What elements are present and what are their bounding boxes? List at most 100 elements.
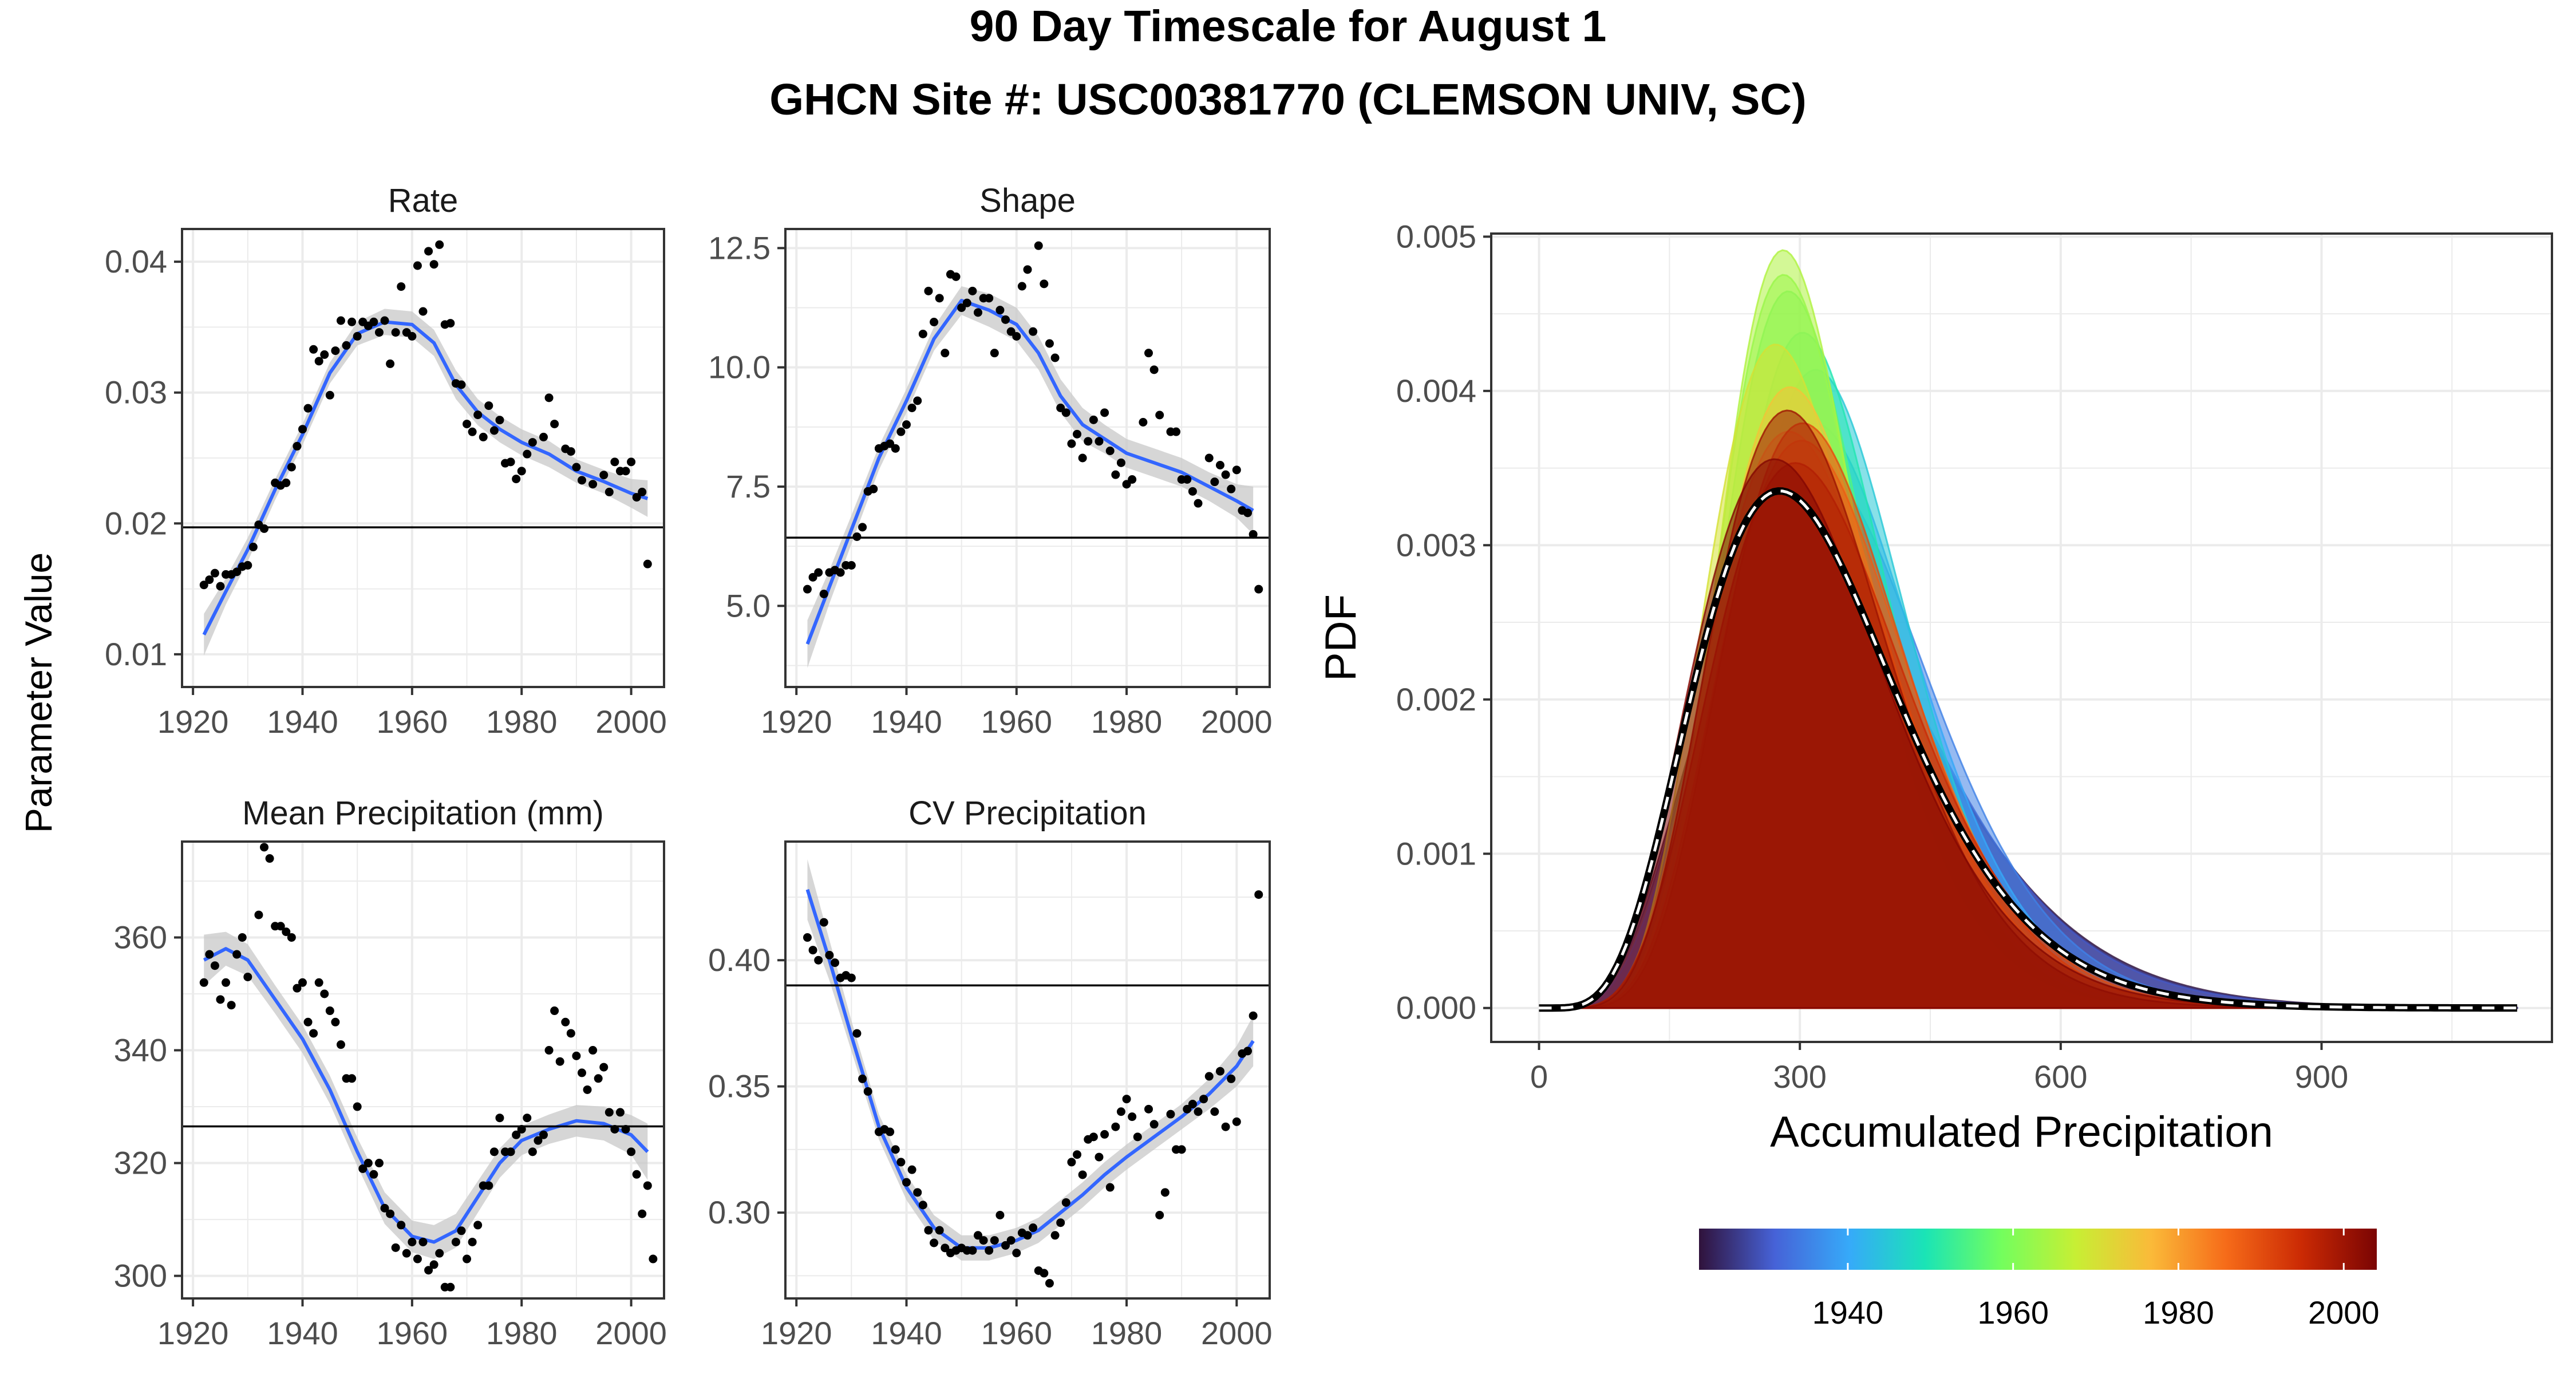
data-point — [1149, 365, 1159, 374]
data-point — [819, 918, 828, 927]
data-point — [353, 331, 362, 341]
data-point — [1166, 1110, 1175, 1119]
data-point — [1095, 1152, 1104, 1162]
data-point — [1149, 1120, 1159, 1129]
y-tick-label: 0.03 — [105, 374, 167, 410]
data-point — [985, 1246, 994, 1255]
data-point — [1073, 1150, 1082, 1159]
data-point — [1227, 1074, 1236, 1083]
x-tick-label: 1980 — [486, 704, 558, 740]
data-point — [243, 560, 252, 570]
data-point — [863, 1087, 872, 1096]
data-point — [907, 1165, 916, 1174]
data-point — [1128, 475, 1137, 484]
data-point — [1249, 530, 1258, 539]
data-point — [364, 1159, 373, 1168]
y-tick-label: 0.01 — [105, 636, 167, 672]
y-tick-label: 5.0 — [726, 587, 771, 623]
data-point — [446, 319, 455, 328]
x-tick-label: 900 — [2295, 1059, 2348, 1095]
data-point — [1001, 1241, 1010, 1250]
data-point — [320, 989, 329, 998]
data-point — [566, 1029, 575, 1038]
data-point — [336, 316, 345, 325]
y-tick-label: 0.000 — [1396, 990, 1476, 1026]
data-point — [1050, 353, 1060, 362]
data-point — [632, 493, 641, 502]
data-point — [924, 1226, 933, 1235]
data-point — [489, 426, 499, 435]
data-point — [314, 978, 323, 987]
data-point — [523, 1114, 532, 1123]
smooth-trend-line — [805, 889, 1255, 1250]
data-point — [331, 1017, 340, 1026]
y-tick-label: 7.5 — [726, 468, 771, 504]
data-point — [550, 420, 559, 429]
data-point — [1105, 447, 1115, 455]
data-point — [995, 306, 1005, 315]
data-point — [1056, 1218, 1065, 1227]
data-point — [309, 345, 318, 354]
data-point — [347, 317, 357, 326]
colorbar-tick-label: 1960 — [1977, 1294, 2049, 1330]
data-point — [457, 380, 466, 389]
data-point — [588, 480, 598, 489]
colorbar-bar — [1699, 1229, 2377, 1270]
data-point — [386, 359, 395, 368]
data-point — [814, 568, 823, 577]
data-point — [1100, 1130, 1109, 1139]
data-point — [1160, 1188, 1170, 1197]
data-point — [199, 581, 208, 590]
data-point — [1061, 1198, 1070, 1207]
data-point — [1204, 453, 1214, 463]
data-point — [484, 401, 493, 410]
confidence-ribbon — [204, 931, 648, 1259]
data-point — [913, 396, 922, 405]
panel-border — [181, 840, 665, 1300]
data-point — [380, 1203, 389, 1213]
x-tick-label: 1960 — [377, 1315, 448, 1351]
data-point — [1232, 465, 1241, 475]
x-tick-label: 2000 — [595, 704, 667, 740]
panel-title: Mean Precipitation (mm) — [242, 795, 604, 832]
data-point — [1073, 429, 1082, 439]
data-point — [1001, 315, 1010, 324]
data-point — [473, 1221, 483, 1230]
data-point — [463, 1254, 472, 1264]
data-point — [550, 1006, 559, 1016]
data-point — [408, 1237, 417, 1246]
y-tick-label: 0.005 — [1396, 218, 1476, 254]
data-point — [413, 1254, 422, 1264]
data-point — [1012, 332, 1021, 341]
data-point — [852, 1029, 862, 1038]
data-point — [1100, 408, 1109, 417]
data-point — [819, 590, 828, 598]
x-axis-label: Accumulated Precipitation — [1770, 1108, 2273, 1156]
data-point — [1078, 1170, 1087, 1179]
data-point — [638, 1209, 647, 1218]
data-point — [594, 1074, 603, 1083]
data-point — [1249, 1011, 1258, 1020]
data-point — [446, 1282, 455, 1292]
data-point — [896, 1158, 906, 1167]
data-point — [605, 1108, 614, 1117]
data-point — [232, 950, 242, 959]
panel-background — [785, 842, 1270, 1298]
colorbar-year-legend: 1940 1960 1980 2000 — [1699, 1229, 2380, 1330]
data-point — [566, 447, 575, 456]
data-point — [298, 425, 307, 434]
data-point — [572, 463, 581, 472]
data-point — [309, 1029, 318, 1038]
data-point — [1040, 1269, 1049, 1278]
data-point — [216, 582, 225, 591]
data-point — [1183, 1104, 1192, 1114]
data-point — [314, 357, 323, 366]
data-point — [803, 933, 812, 942]
data-point — [1210, 1107, 1219, 1116]
data-point — [643, 559, 652, 568]
y-tick-label: 10.0 — [708, 349, 771, 385]
data-point — [429, 260, 438, 269]
data-point — [243, 972, 252, 981]
data-point — [386, 1209, 395, 1218]
data-point — [539, 1130, 548, 1139]
